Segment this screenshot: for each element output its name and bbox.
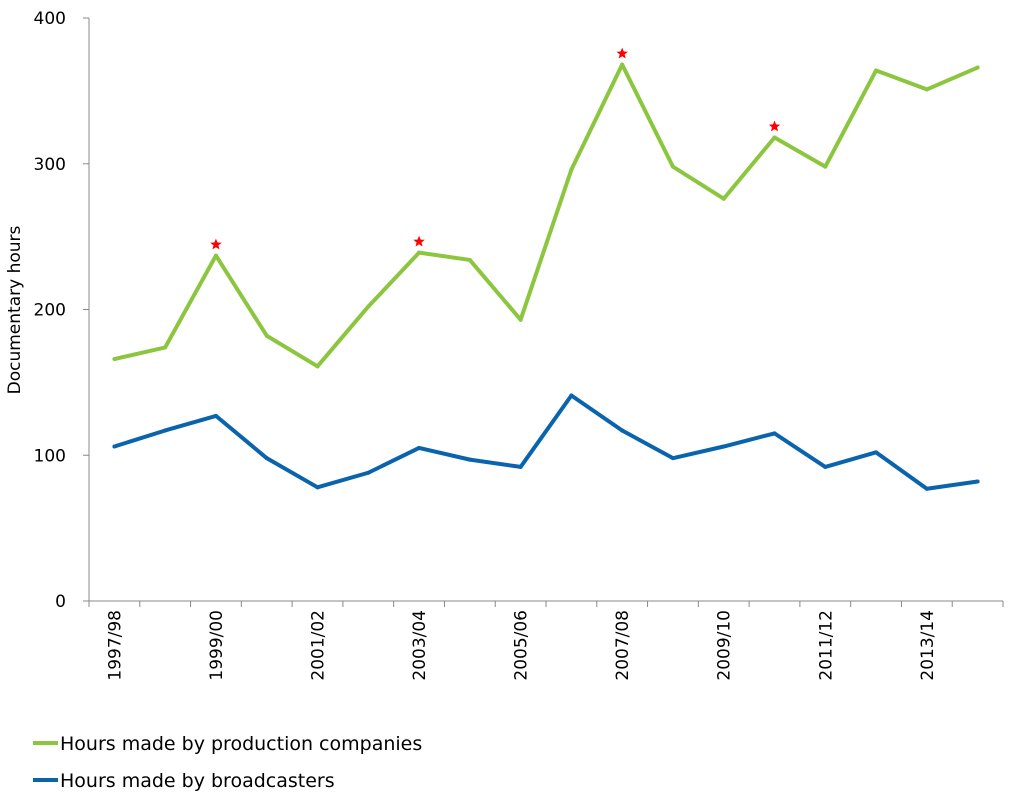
data-point xyxy=(213,413,218,418)
x-tick-label: 2001/02 xyxy=(309,610,329,681)
y-tick-label: 100 xyxy=(34,446,66,466)
data-point xyxy=(315,364,320,369)
data-point xyxy=(112,444,117,449)
data-point xyxy=(315,485,320,490)
series-line-broadcasters xyxy=(113,393,978,491)
data-point xyxy=(518,317,523,322)
data-point xyxy=(772,431,777,436)
data-point xyxy=(163,428,168,433)
y-tick-label: 200 xyxy=(34,301,66,321)
data-point xyxy=(620,62,625,67)
data-point xyxy=(467,257,472,262)
x-tick-label: 2007/08 xyxy=(613,610,633,681)
data-point xyxy=(467,457,472,462)
data-point xyxy=(264,333,269,338)
data-point xyxy=(670,164,675,169)
data-point xyxy=(264,456,269,461)
data-point xyxy=(569,167,574,172)
x-tick-label: 1999/00 xyxy=(207,610,227,681)
data-point xyxy=(670,456,675,461)
data-point xyxy=(975,479,980,484)
data-point xyxy=(417,250,422,255)
data-point xyxy=(874,68,879,73)
data-point xyxy=(518,464,523,469)
data-point xyxy=(823,464,828,469)
legend-label-broadcasters: Hours made by broadcasters xyxy=(60,770,335,792)
legend: Hours made by production companies Hours… xyxy=(33,733,422,792)
data-point xyxy=(924,87,929,92)
data-point xyxy=(366,470,371,475)
star-marker-icon xyxy=(210,238,222,250)
star-marker-icon xyxy=(413,235,425,247)
data-point xyxy=(721,444,726,449)
x-tick-label: 2005/06 xyxy=(512,610,532,681)
data-point xyxy=(772,135,777,140)
data-point xyxy=(417,445,422,450)
data-point xyxy=(823,164,828,169)
star-marker-icon xyxy=(768,120,781,132)
data-point xyxy=(620,428,625,433)
data-point xyxy=(213,253,218,258)
data-point xyxy=(874,450,879,455)
x-tick-label: 2013/14 xyxy=(918,610,938,681)
data-point xyxy=(569,393,574,398)
y-tick-label: 300 xyxy=(34,155,66,175)
star-marker-icon xyxy=(616,47,628,59)
y-axis-label: Documentary hours xyxy=(5,225,25,394)
x-tick-label: 1997/98 xyxy=(105,610,125,681)
x-tick-label: 2003/04 xyxy=(410,610,430,681)
y-tick-label: 400 xyxy=(34,9,66,29)
data-point xyxy=(721,196,726,201)
x-tick-label: 2009/10 xyxy=(715,610,735,681)
data-point xyxy=(163,345,168,350)
data-point xyxy=(924,486,929,491)
y-tick-label: 0 xyxy=(55,592,66,612)
x-tick-label: 2011/12 xyxy=(816,610,836,681)
data-point xyxy=(366,304,371,309)
legend-label-production: Hours made by production companies xyxy=(60,733,422,755)
data-point xyxy=(975,65,980,70)
series-line-production xyxy=(113,62,979,369)
data-point xyxy=(112,357,117,362)
